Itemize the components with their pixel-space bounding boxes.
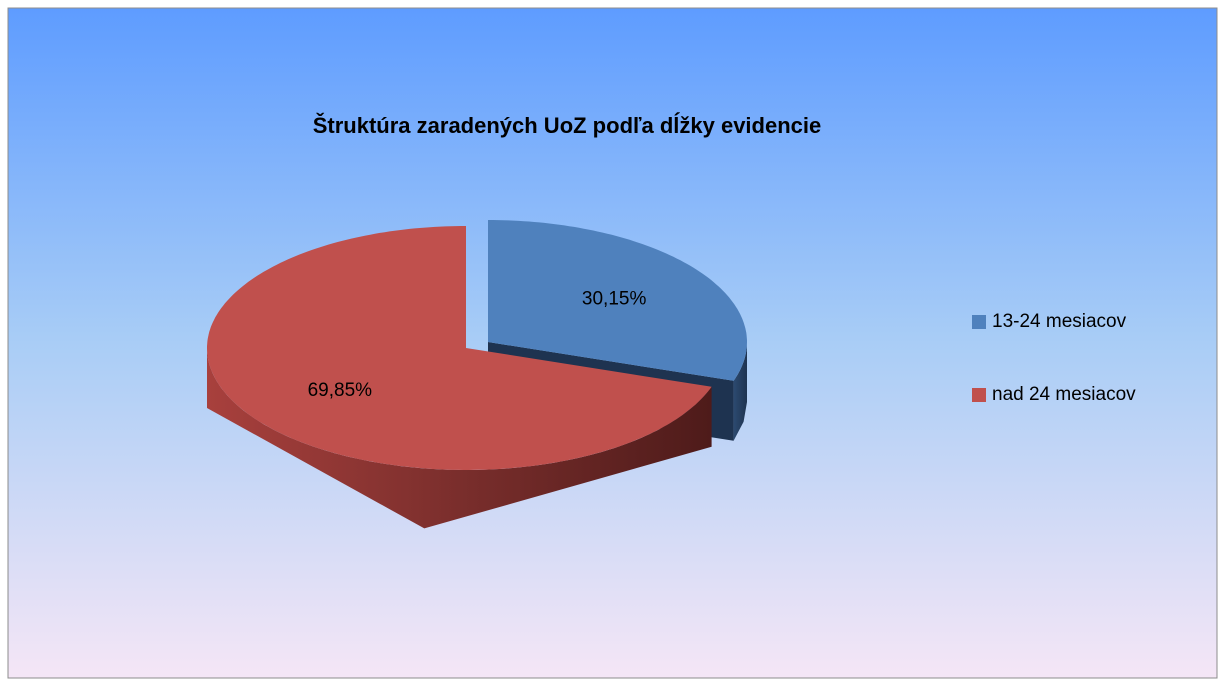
slice	[488, 220, 747, 381]
legend-label: nad 24 mesiacov	[992, 384, 1136, 405]
chart-title: Štruktúra zaradených UoZ podľa dĺžky evi…	[313, 112, 822, 138]
data-label: 69,85%	[308, 380, 373, 401]
legend-swatch	[972, 388, 986, 402]
legend-swatch	[972, 315, 986, 329]
slice-side	[207, 348, 712, 529]
data-label: 30,15%	[582, 288, 647, 309]
slice-side	[733, 342, 747, 441]
slice	[207, 226, 712, 470]
legend-label: 13-24 mesiacov	[992, 311, 1127, 332]
